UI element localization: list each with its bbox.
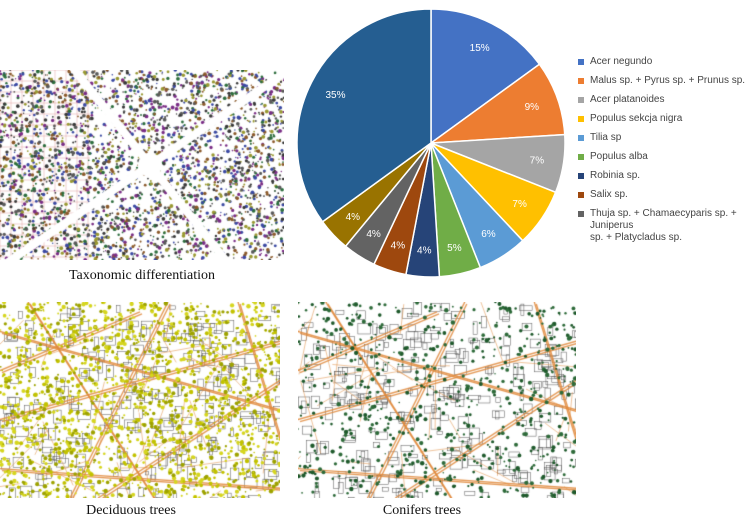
conifers-map-image [298,302,576,498]
deciduous-map-image [0,302,280,498]
legend-label-5: Populus alba [590,151,648,162]
legend-label-0: Acer negundo [590,56,653,67]
taxonomic-caption: Taxonomic differentiation [68,268,216,283]
legend-swatch-0 [578,59,584,65]
deciduous-caption: Deciduous trees [86,503,176,518]
pie-data-label-3: 7% [512,199,527,210]
legend-item-5: Populus alba [578,151,754,163]
legend-swatch-4 [578,135,584,141]
pie-data-label-4: 6% [481,229,496,240]
conifers-caption: Conifers trees [382,503,462,518]
legend-swatch-7 [578,192,584,198]
legend-item-1: Malus sp. + Pyrus sp. + Prunus sp. [578,75,754,87]
legend-swatch-6 [578,173,584,179]
legend-swatch-3 [578,116,584,122]
legend-item-4: Tilia sp [578,132,754,144]
legend-label-3: Populus sekcja nigra [590,113,683,124]
species-pie-chart: 15% 9% 7% 7% 6% 5% 4% 4% 4% 4% 35% [296,8,566,278]
legend-item-6: Robinia sp. [578,170,754,182]
conifers-map-panel [298,302,576,498]
legend-label-6: Robinia sp. [590,170,641,181]
taxonomic-map-panel [0,70,284,260]
legend-label-1: Malus sp. + Pyrus sp. + Prunus sp. [590,75,746,86]
legend-label-2: Acer platanoides [590,94,665,105]
legend-label-8: Thuja sp. + Chamaecyparis sp. + Juniperu… [590,208,737,231]
pie-data-label-0: 15% [470,43,490,54]
pie-data-label-5: 5% [447,243,462,254]
pie-data-label-6: 4% [417,245,432,256]
taxonomic-map-image [0,70,284,260]
pie-data-label-1: 9% [525,102,540,113]
legend-item-8: Thuja sp. + Chamaecyparis sp. + Juniperu… [578,208,754,244]
legend-item-7: Salix sp. [578,189,754,201]
legend-item-2: Acer platanoides [578,94,754,106]
legend-label-7: Salix sp. [590,189,628,200]
legend-label-8-line2: sp. + Platycladus sp. [590,232,682,243]
pie-slice-10 [296,8,432,223]
pie-data-label-7: 4% [391,240,406,251]
legend-swatch-8 [578,211,584,217]
pie-slice-0 [430,8,541,145]
legend-swatch-2 [578,97,584,103]
legend-item-0: Acer negundo [578,56,754,68]
pie-data-label-2: 7% [530,155,545,166]
legend-swatch-5 [578,154,584,160]
pie-data-label-9: 4% [346,212,361,223]
pie-data-label-8: 4% [366,229,381,240]
legend-swatch-1 [578,78,584,84]
pie-legend: Acer negundo Malus sp. + Pyrus sp. + Prun… [578,56,754,251]
pie-data-label-10: 35% [325,90,345,101]
deciduous-map-panel [0,302,280,498]
legend-label-4: Tilia sp [590,132,622,143]
legend-item-3: Populus sekcja nigra [578,113,754,125]
